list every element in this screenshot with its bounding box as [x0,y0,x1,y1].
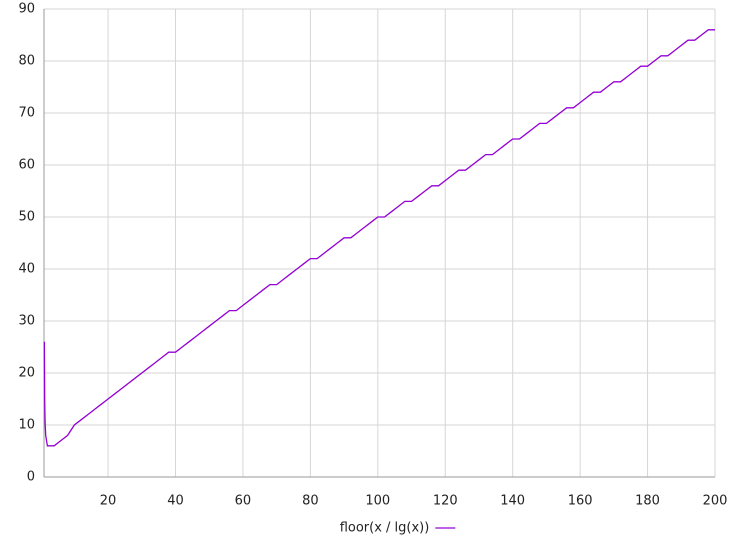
x-tick-label: 20 [100,494,117,509]
x-tick-label: 80 [302,494,319,509]
y-tick-label: 70 [18,106,35,121]
x-tick-label: 100 [365,494,390,509]
x-tick-label: 140 [500,494,525,509]
x-tick-label: 160 [568,494,593,509]
y-tick-label: 90 [18,2,35,17]
y-tick-label: 60 [18,158,35,173]
x-tick-label: 200 [703,494,728,509]
legend-label: floor(x / lg(x)) [340,521,430,536]
x-tick-label: 60 [235,494,252,509]
y-tick-label: 40 [18,262,35,277]
series-line [43,29,715,447]
x-tick-label: 180 [635,494,660,509]
y-tick-label: 30 [18,314,35,329]
y-tick-label: 20 [18,366,35,381]
y-tick-label: 80 [18,54,35,69]
x-tick-label: 120 [433,494,458,509]
y-tick-label: 50 [18,210,35,225]
y-tick-label: 10 [18,418,35,433]
y-tick-label: 0 [27,470,35,485]
x-tick-label: 40 [167,494,184,509]
